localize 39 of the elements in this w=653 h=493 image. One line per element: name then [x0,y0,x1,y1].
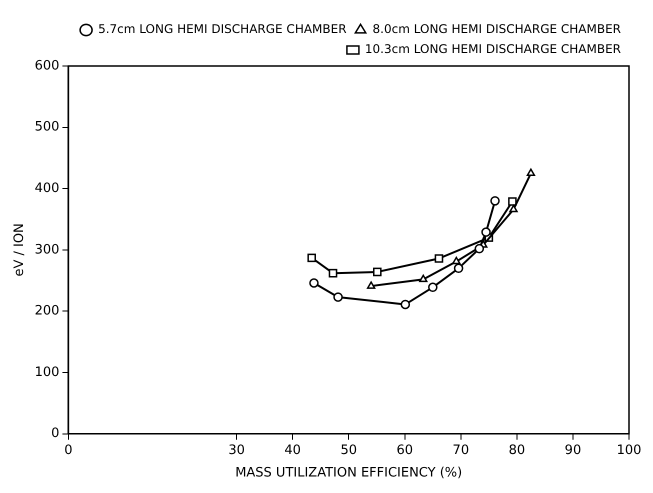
x-axis-title: MASS UTILIZATION EFFICIENCY (%) [235,466,462,481]
point [333,292,343,302]
y-tick-label: 100 [34,364,60,380]
point [454,264,464,274]
point [373,268,382,276]
x-tick-label: 80 [508,442,526,458]
x-tick-label: 30 [228,442,245,458]
point [490,196,500,206]
x-tick-label: 60 [396,442,414,458]
x-tick-label: 40 [284,442,301,458]
point [474,244,484,254]
x-tick-label: 70 [452,442,470,458]
legend-label: 5.7cm LONG HEMI DISCHARGE CHAMBER [98,22,347,36]
y-axis-title: eV / ION [12,223,28,277]
x-tick-label: 90 [564,442,582,458]
legend-label: 8.0cm LONG HEMI DISCHARGE CHAMBER [372,22,622,36]
x-tick-label: 50 [340,442,357,458]
point [328,268,338,278]
point [307,254,316,262]
point [509,204,518,212]
y-tick-label: 600 [34,58,60,74]
y-tick-label: 0 [51,426,60,442]
point [428,282,438,292]
x-tick-label: 0 [64,442,73,458]
point [419,274,428,282]
y-tick-label: 300 [34,242,60,258]
point [452,256,461,264]
y-tick-label: 200 [34,304,60,319]
y-tick-label: 500 [34,120,60,135]
point [366,281,376,289]
point [434,254,444,263]
x-tick-label: 100 [616,442,642,458]
point [309,278,319,288]
point [508,197,517,206]
legend-label: 10.3cm LONG HEMI DISCHARGE CHAMBER [364,42,622,56]
point [526,168,536,176]
y-tick-label: 400 [34,180,60,196]
point [481,227,491,237]
point [400,300,410,310]
